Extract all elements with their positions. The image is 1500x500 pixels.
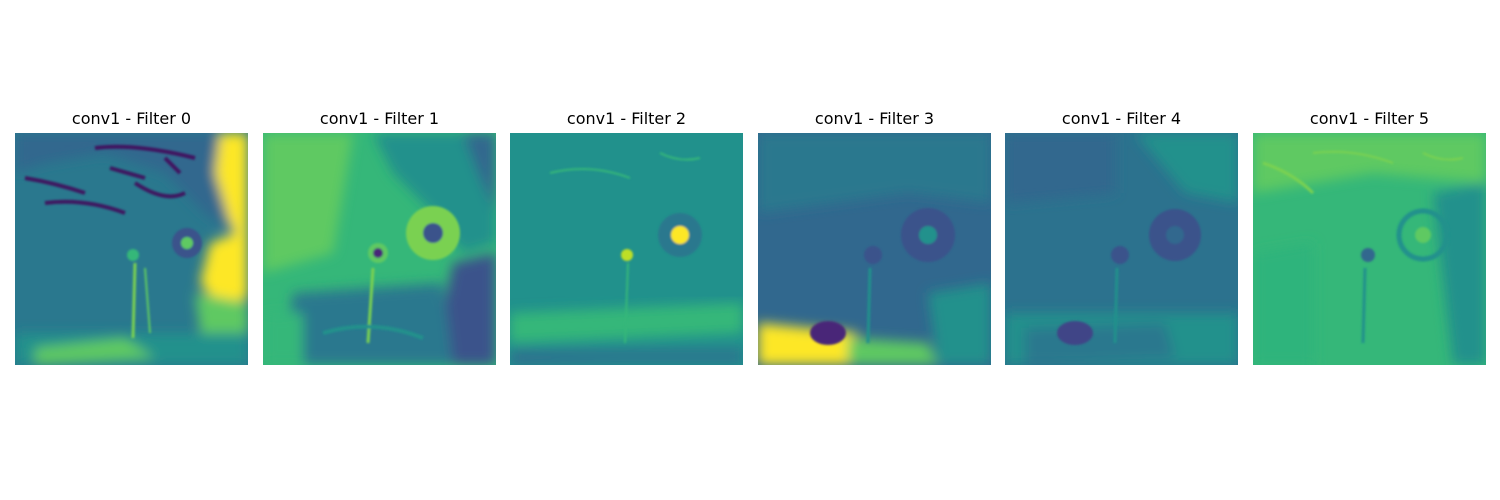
panel-title: conv1 - Filter 4 bbox=[1061, 109, 1182, 128]
feature-map-panel: conv1 - Filter 5 bbox=[1253, 106, 1486, 365]
panel-title: conv1 - Filter 1 bbox=[319, 109, 440, 128]
feature-map-image bbox=[1253, 133, 1486, 365]
feature-map-image bbox=[758, 133, 991, 365]
panel-title: conv1 - Filter 2 bbox=[566, 109, 687, 128]
panel-title: conv1 - Filter 3 bbox=[814, 109, 935, 128]
feature-map-panel: conv1 - Filter 3 bbox=[758, 106, 991, 365]
feature-map-image bbox=[15, 133, 248, 365]
feature-map-panel: conv1 - Filter 2 bbox=[510, 106, 743, 365]
panel-title: conv1 - Filter 0 bbox=[71, 109, 192, 128]
feature-map-panel: conv1 - Filter 0 bbox=[15, 106, 248, 365]
feature-map-panel: conv1 - Filter 1 bbox=[263, 106, 496, 365]
feature-map-panel: conv1 - Filter 4 bbox=[1005, 106, 1238, 365]
feature-map-image bbox=[510, 133, 743, 365]
feature-map-image bbox=[263, 133, 496, 365]
panel-title: conv1 - Filter 5 bbox=[1309, 109, 1430, 128]
feature-map-image bbox=[1005, 133, 1238, 365]
